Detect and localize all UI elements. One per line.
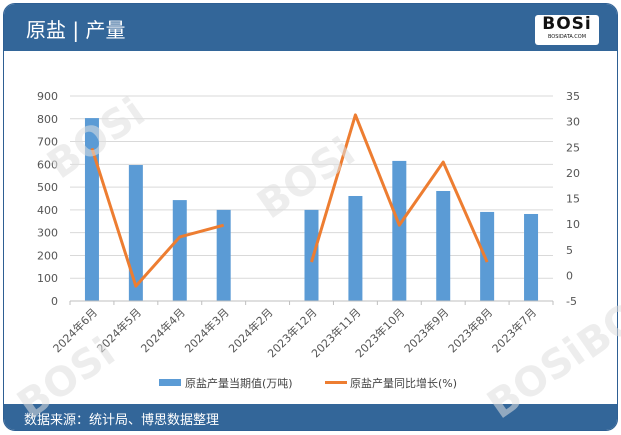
bar [304, 209, 319, 301]
legend-label-bar: 原盐产量当期值(万吨) [185, 376, 293, 390]
growth-line [90, 147, 225, 288]
bar [128, 165, 143, 301]
left-tick-label: 900 [37, 90, 58, 103]
bar [392, 160, 407, 301]
left-tick-label: 200 [37, 249, 58, 262]
right-tick-label: 20 [566, 167, 580, 180]
left-tick-label: 500 [37, 181, 58, 194]
left-tick-label: 400 [37, 204, 58, 217]
footer-bar: 数据来源：统计局、博思数据整理 [4, 404, 617, 430]
left-tick-label: 0 [51, 295, 58, 308]
legend-swatch-bar [159, 379, 181, 386]
x-tick-label: 2024年3月 [182, 305, 232, 355]
legend-swatch-line [325, 381, 347, 384]
bar [348, 195, 363, 301]
header-bar: 原盐 | 产量 BOSi BOSIDATA.COM [4, 4, 617, 51]
right-tick-label: 30 [566, 116, 580, 129]
right-tick-label: 25 [566, 141, 580, 154]
bar [172, 200, 187, 301]
right-tick-label: 5 [566, 244, 573, 257]
chart-card: 原盐 | 产量 BOSi BOSIDATA.COM 数据来源：统计局、博思数据整理 [3, 3, 618, 431]
x-tick-label: 2024年4月 [138, 305, 188, 355]
bar [480, 211, 495, 301]
left-tick-label: 100 [37, 272, 58, 285]
x-tick-label: 2023年9月 [401, 305, 451, 355]
page-title: 原盐 | 产量 [26, 18, 126, 42]
x-tick-label: 2023年8月 [445, 305, 495, 355]
right-tick-label: 10 [566, 218, 580, 231]
right-tick-label: 15 [566, 193, 580, 206]
right-tick-label: -5 [566, 295, 577, 308]
left-tick-label: 700 [37, 136, 58, 149]
legend-label-line: 原盐产量同比增长(%) [350, 376, 457, 390]
data-source: 数据来源：统计局、博思数据整理 [24, 413, 220, 428]
x-tick-label: 2023年7月 [489, 305, 539, 355]
left-tick-label: 300 [37, 227, 58, 240]
left-tick-label: 600 [37, 158, 58, 171]
bar [216, 209, 231, 301]
right-tick-label: 35 [566, 90, 580, 103]
bar [524, 213, 539, 301]
left-tick-label: 800 [37, 113, 58, 126]
right-tick-label: 0 [566, 269, 573, 282]
bar [436, 190, 451, 301]
bosi-logo: BOSi BOSIDATA.COM [535, 15, 599, 45]
